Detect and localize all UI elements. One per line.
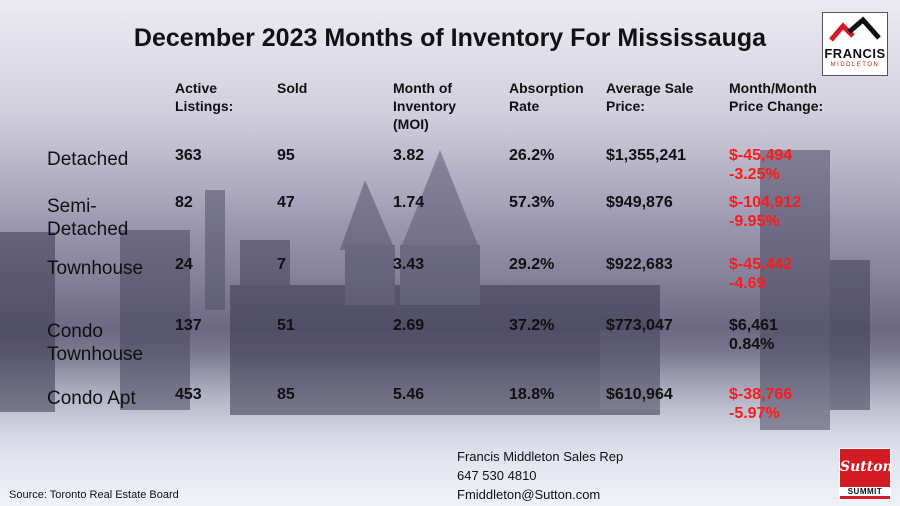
cell-active: 24 bbox=[175, 256, 193, 273]
sutton-summit: SUMMIT bbox=[840, 487, 890, 496]
cell-active: 82 bbox=[175, 194, 193, 211]
cell-absorption: 18.8% bbox=[509, 386, 555, 403]
contact-block: Francis Middleton Sales Rep 647 530 4810… bbox=[457, 447, 623, 504]
cell-change: $-38,766 -5.97% bbox=[729, 386, 793, 422]
cell-absorption: 37.2% bbox=[509, 317, 555, 334]
row-label-condo-townhouse: Condo Townhouse bbox=[47, 321, 144, 365]
header-sold: Sold bbox=[277, 80, 308, 96]
cell-avg-price: $610,964 bbox=[606, 386, 673, 403]
logo-name: FRANCIS bbox=[824, 46, 886, 61]
cell-avg-price: $1,355,241 bbox=[606, 147, 687, 164]
cell-moi: 1.74 bbox=[393, 194, 425, 211]
cell-sold: 7 bbox=[277, 256, 286, 273]
header-month-change: Month/Month Price Change: bbox=[729, 80, 824, 114]
cell-sold: 85 bbox=[277, 386, 295, 403]
cell-sold: 95 bbox=[277, 147, 295, 164]
contact-name: Francis Middleton Sales Rep bbox=[457, 449, 624, 464]
sutton-brand: Sutton bbox=[840, 459, 893, 475]
cell-sold: 47 bbox=[277, 194, 295, 211]
cell-moi: 2.69 bbox=[393, 317, 425, 334]
cell-absorption: 26.2% bbox=[509, 147, 555, 164]
cell-change: $6,461 0.84% bbox=[729, 317, 778, 353]
cell-avg-price: $922,683 bbox=[606, 256, 673, 273]
cell-moi: 3.43 bbox=[393, 256, 425, 273]
cell-avg-price: $773,047 bbox=[606, 317, 673, 334]
header-active-listings: Active Listings: bbox=[175, 80, 234, 114]
row-label-condo-apt: Condo Apt bbox=[47, 388, 136, 409]
sutton-logo: Sutton SUMMIT bbox=[839, 448, 893, 500]
cell-moi: 3.82 bbox=[393, 147, 425, 164]
row-label-semi-detached: Semi- Detached bbox=[47, 196, 129, 240]
row-label-detached: Detached bbox=[47, 149, 129, 170]
cell-change: $-45,442 -4.69 bbox=[729, 256, 793, 292]
cell-absorption: 29.2% bbox=[509, 256, 555, 273]
cell-active: 137 bbox=[175, 317, 202, 334]
cell-change: $-104,912 -9.95% bbox=[729, 194, 802, 230]
cell-absorption: 57.3% bbox=[509, 194, 555, 211]
cell-avg-price: $949,876 bbox=[606, 194, 673, 211]
contact-phone: 647 530 4810 bbox=[457, 468, 537, 483]
row-label-townhouse: Townhouse bbox=[47, 258, 144, 279]
header-average-price: Average Sale Price: bbox=[606, 80, 694, 114]
cell-sold: 51 bbox=[277, 317, 295, 334]
contact-email: Fmiddleton@Sutton.com bbox=[457, 487, 601, 502]
source-note: Source: Toronto Real Estate Board bbox=[9, 489, 179, 501]
logo-sub: MIDDLETON bbox=[830, 62, 880, 68]
header-absorption-rate: Absorption Rate bbox=[509, 80, 584, 114]
cell-moi: 5.46 bbox=[393, 386, 425, 403]
cell-active: 453 bbox=[175, 386, 202, 403]
header-moi: Month of Inventory (MOI) bbox=[393, 80, 457, 132]
cell-change: $-45,494 -3.25% bbox=[729, 147, 793, 183]
francis-middleton-logo: FRANCIS MIDDLETON bbox=[822, 12, 888, 76]
page-title: December 2023 Months of Inventory For Mi… bbox=[133, 24, 767, 52]
cell-active: 363 bbox=[175, 147, 202, 164]
house-roof-icon bbox=[829, 16, 881, 42]
